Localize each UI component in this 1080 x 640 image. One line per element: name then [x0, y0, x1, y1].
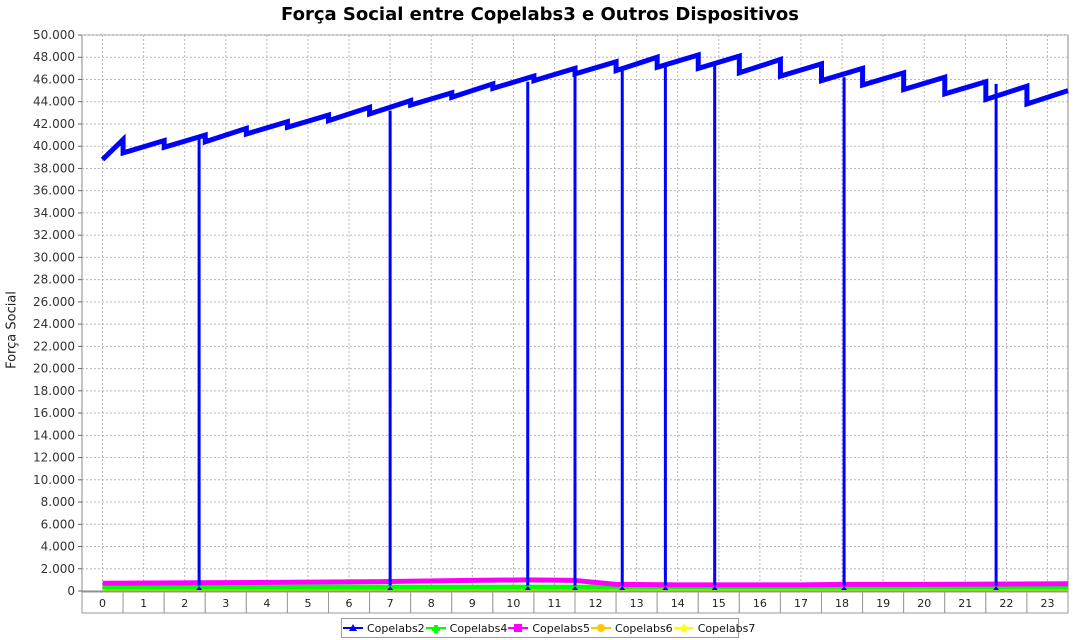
y-tick-label: 6.000 [41, 517, 75, 531]
series-marker-copelabs2 [993, 586, 1000, 590]
y-tick-label: 18.000 [33, 384, 75, 398]
x-tick-label: 11 [547, 597, 561, 610]
y-tick-label: 46.000 [33, 72, 75, 86]
legend-item-copelabs7: Copelabs7 [673, 621, 756, 635]
y-tick-label: 24.000 [33, 317, 75, 331]
x-tick-label: 16 [753, 597, 767, 610]
series-marker-copelabs2 [387, 586, 394, 590]
x-tick-label: 13 [630, 597, 644, 610]
x-tick-label: 19 [876, 597, 890, 610]
legend-label: Copelabs4 [449, 621, 508, 635]
y-tick-label: 48.000 [33, 50, 75, 64]
y-tick-label: 10.000 [33, 473, 75, 487]
legend: Copelabs2 Copelabs4 Copelabs5 Copelabs6 Cope… [341, 618, 755, 638]
x-tick-label: 14 [671, 597, 685, 610]
series-marker-copelabs2 [524, 586, 531, 590]
y-tick-label: 26.000 [33, 295, 75, 309]
legend-label: Copelabs7 [697, 621, 756, 635]
x-tick-label: 22 [999, 597, 1013, 610]
legend-swatch [673, 623, 694, 633]
x-tick-label: 4 [263, 597, 270, 610]
series-line-copelabs5 [102, 577, 1069, 588]
y-tick-label: 12.000 [33, 451, 75, 465]
y-tick-label: 44.000 [33, 95, 75, 109]
x-tick-label: 0 [99, 597, 106, 610]
legend-swatch [508, 624, 529, 632]
x-tick-label: 7 [387, 597, 394, 610]
x-tick-label: 3 [222, 597, 229, 610]
legend-label: Copelabs2 [367, 621, 425, 635]
legend-item-copelabs2: Copelabs2 [342, 622, 425, 635]
y-tick-label: 20.000 [33, 362, 75, 376]
y-tick-label: 40.000 [33, 139, 75, 153]
y-tick-label: 2.000 [41, 562, 75, 576]
y-tick-label: 0 [67, 584, 75, 598]
series-marker-copelabs2 [711, 586, 718, 590]
legend-item-copelabs5: Copelabs5 [507, 622, 590, 635]
x-tick-label: 6 [346, 597, 353, 610]
series-marker-copelabs2 [619, 586, 626, 590]
y-tick-label: 34.000 [33, 206, 75, 220]
y-tick-label: 30.000 [33, 250, 75, 264]
y-tick-label: 50.000 [33, 28, 75, 42]
series-marker-copelabs2 [572, 586, 578, 590]
y-tick-label: 42.000 [33, 117, 75, 131]
x-tick-label: 23 [1040, 597, 1054, 610]
y-tick-label: 22.000 [33, 339, 75, 353]
legend-label: Copelabs5 [532, 621, 591, 635]
x-tick-label: 21 [958, 597, 972, 610]
x-tick-label: 15 [712, 597, 726, 610]
y-tick-label: 28.000 [33, 273, 75, 287]
legend-item-copelabs6: Copelabs6 [590, 622, 673, 635]
legend-label: Copelabs6 [615, 621, 673, 635]
y-tick-label: 16.000 [33, 406, 75, 420]
y-tick-label: 38.000 [33, 161, 75, 175]
x-tick-label: 5 [304, 597, 311, 610]
legend-swatch [425, 625, 446, 633]
x-tick-label: 1 [140, 597, 147, 610]
legend-swatch [343, 624, 363, 631]
x-tick-label: 18 [835, 597, 849, 610]
series-marker-copelabs2 [196, 586, 203, 590]
y-tick-label: 32.000 [33, 228, 75, 242]
x-tick-label: 17 [794, 597, 808, 610]
y-tick-label: 4.000 [41, 540, 75, 554]
y-tick-label: 36.000 [33, 184, 75, 198]
chart-title: Força Social entre Copelabs3 e Outros Di… [281, 4, 799, 25]
x-tick-label: 10 [506, 597, 520, 610]
legend-item-copelabs4: Copelabs4 [425, 621, 508, 635]
x-category-cell [1026, 591, 1069, 614]
x-tick-label: 12 [589, 597, 603, 610]
x-tick-label: 2 [181, 597, 188, 610]
y-tick-label: 14.000 [33, 428, 75, 442]
chart-plot: 0 2.000 4.000 6.000 8.000 10.000 12.000 14.000 1… [33, 28, 1069, 614]
series-marker-copelabs2 [841, 586, 848, 590]
x-tick-label: 8 [428, 597, 435, 610]
series-marker-copelabs2 [662, 586, 669, 590]
y-tick-label: 8.000 [41, 495, 75, 509]
x-tick-label: 20 [917, 597, 931, 610]
x-tick-label: 9 [469, 597, 476, 610]
legend-swatch [591, 624, 612, 632]
